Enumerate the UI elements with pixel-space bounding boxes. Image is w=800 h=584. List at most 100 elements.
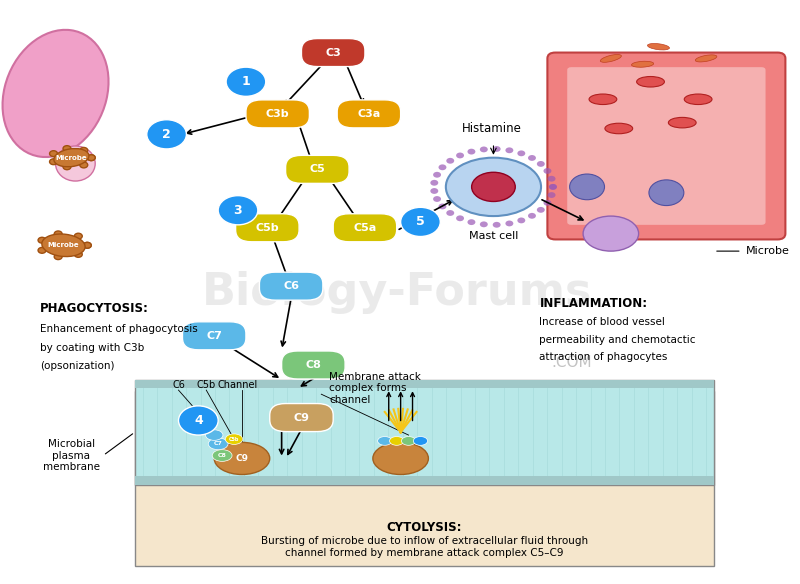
Circle shape [537,161,545,167]
Circle shape [480,147,488,152]
Circle shape [549,184,557,190]
Circle shape [226,67,266,96]
Ellipse shape [42,234,85,256]
Circle shape [518,217,526,223]
Circle shape [467,219,475,225]
Circle shape [467,149,475,155]
Circle shape [430,180,438,186]
Ellipse shape [472,172,515,201]
Text: .COM: .COM [551,354,591,370]
Circle shape [549,184,557,190]
Text: Membrane attack
complex forms
channel: Membrane attack complex forms channel [330,372,421,405]
Circle shape [493,222,501,228]
Text: permeability and chemotactic: permeability and chemotactic [539,335,696,345]
Circle shape [63,164,71,170]
Circle shape [80,162,88,168]
Circle shape [547,176,555,182]
Circle shape [493,146,501,152]
Ellipse shape [668,117,696,128]
Circle shape [649,180,684,206]
Text: PHAGOCYTOSIS:: PHAGOCYTOSIS: [40,303,149,315]
FancyBboxPatch shape [246,100,310,128]
Text: Microbial
plasma
membrane: Microbial plasma membrane [43,439,100,472]
Text: Microbe: Microbe [55,155,87,161]
Circle shape [518,151,526,157]
Ellipse shape [583,216,638,251]
FancyBboxPatch shape [135,476,714,485]
Circle shape [38,248,46,253]
Text: attraction of phagocytes: attraction of phagocytes [539,352,668,362]
Circle shape [433,196,441,202]
Circle shape [456,152,464,158]
FancyBboxPatch shape [236,214,299,242]
Circle shape [87,155,95,161]
Ellipse shape [54,148,89,167]
Circle shape [178,406,218,435]
Ellipse shape [446,158,541,216]
Circle shape [74,252,82,258]
Text: 1: 1 [242,75,250,88]
Ellipse shape [2,30,109,157]
Text: C5a: C5a [354,223,377,233]
Text: by coating with C3b: by coating with C3b [40,343,144,353]
Circle shape [54,231,62,237]
FancyBboxPatch shape [286,155,349,183]
Ellipse shape [695,55,717,62]
Circle shape [543,168,551,174]
Text: C3b: C3b [266,109,290,119]
Text: C3: C3 [326,47,341,58]
Text: 2: 2 [162,128,171,141]
FancyBboxPatch shape [302,39,365,67]
Text: Biology-Forums: Biology-Forums [202,270,592,314]
Ellipse shape [206,430,223,440]
Text: Microbe: Microbe [48,242,79,248]
Text: Channel: Channel [218,380,258,391]
FancyBboxPatch shape [337,100,401,128]
Circle shape [506,221,514,227]
FancyBboxPatch shape [547,53,786,239]
FancyBboxPatch shape [135,391,714,566]
Text: Microbe: Microbe [746,246,790,256]
Text: C5b: C5b [229,437,239,442]
FancyBboxPatch shape [282,351,345,379]
Text: Bursting of microbe due to inflow of extracellular fluid through
channel formed : Bursting of microbe due to inflow of ext… [261,536,588,558]
Circle shape [438,204,446,210]
Ellipse shape [214,443,270,474]
Ellipse shape [55,146,95,181]
Ellipse shape [684,94,712,105]
Text: C7: C7 [214,442,222,446]
Text: C8: C8 [306,360,322,370]
Circle shape [528,155,536,161]
Circle shape [506,147,514,153]
Circle shape [146,120,186,149]
Ellipse shape [647,44,670,50]
Text: C9: C9 [235,454,249,463]
FancyBboxPatch shape [135,380,714,388]
Circle shape [430,188,438,194]
Text: Increase of blood vessel: Increase of blood vessel [539,317,666,327]
Text: (opsonization): (opsonization) [40,361,114,371]
Circle shape [543,200,551,206]
Circle shape [218,196,258,225]
Circle shape [480,221,488,227]
Circle shape [50,159,58,165]
Ellipse shape [600,54,622,62]
Ellipse shape [226,434,242,444]
Circle shape [570,174,605,200]
Text: C5: C5 [310,164,326,175]
Text: INFLAMMATION:: INFLAMMATION: [539,297,647,310]
Ellipse shape [390,437,404,446]
Circle shape [456,215,464,221]
Text: C6: C6 [283,281,299,291]
Text: C5b: C5b [255,223,279,233]
Ellipse shape [589,94,617,105]
Ellipse shape [402,437,416,446]
Circle shape [74,233,82,239]
Text: 3: 3 [234,204,242,217]
Circle shape [537,207,545,213]
Text: C9: C9 [294,412,310,423]
FancyBboxPatch shape [182,322,246,350]
Circle shape [63,145,71,151]
Circle shape [446,210,454,216]
FancyBboxPatch shape [270,404,333,432]
